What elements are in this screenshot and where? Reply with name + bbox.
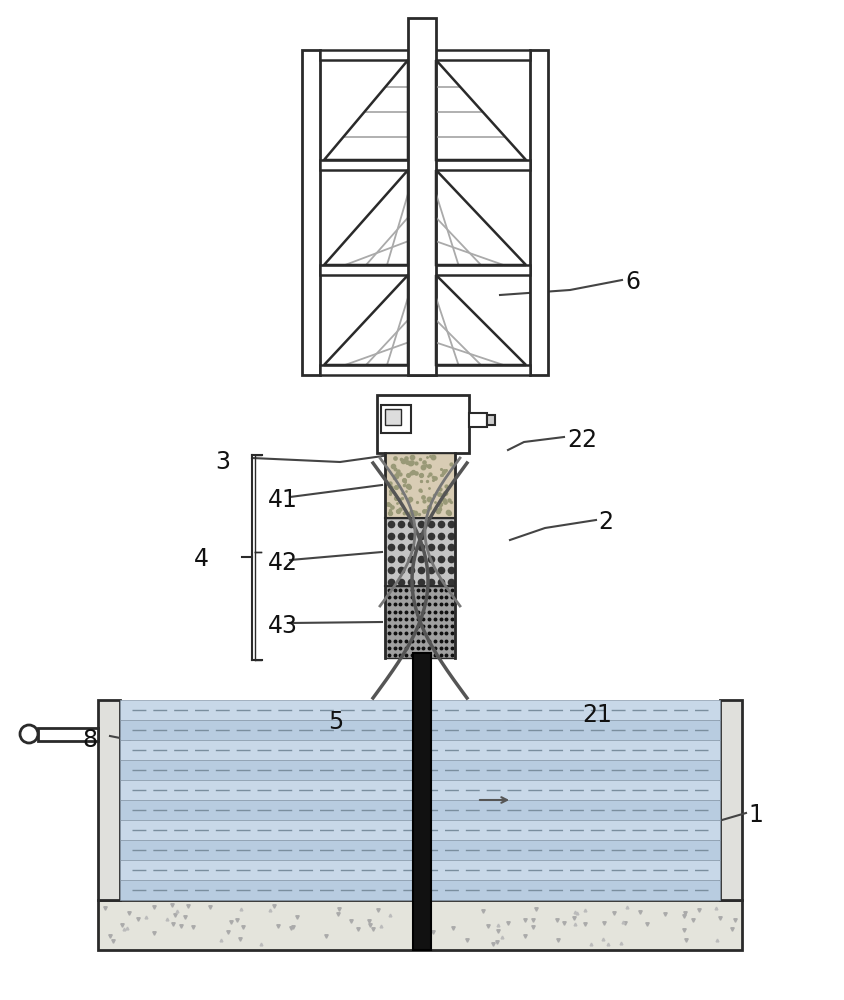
Text: 22: 22: [567, 428, 597, 452]
Text: 3: 3: [215, 450, 230, 474]
Text: 5: 5: [328, 710, 344, 734]
Bar: [530, 50, 548, 375]
Bar: [320, 265, 530, 275]
Bar: [120, 880, 720, 900]
Bar: [381, 405, 411, 433]
Text: 1: 1: [748, 803, 763, 827]
Bar: [320, 365, 530, 375]
Bar: [469, 413, 487, 427]
Text: 8: 8: [82, 728, 97, 752]
Bar: [385, 586, 455, 658]
Bar: [385, 453, 455, 518]
Bar: [720, 700, 742, 900]
Bar: [385, 409, 401, 425]
Text: 42: 42: [268, 551, 298, 575]
Bar: [377, 395, 469, 453]
Bar: [120, 780, 720, 800]
Bar: [320, 50, 530, 60]
Bar: [98, 900, 742, 950]
Bar: [98, 700, 120, 900]
Bar: [120, 740, 720, 760]
Text: 6: 6: [625, 270, 640, 294]
Bar: [120, 720, 720, 740]
Text: 43: 43: [268, 614, 298, 638]
Bar: [120, 840, 720, 860]
Text: 41: 41: [268, 488, 298, 512]
Bar: [487, 415, 495, 425]
Bar: [120, 820, 720, 840]
Text: 2: 2: [598, 510, 613, 534]
Bar: [120, 700, 720, 720]
Bar: [408, 18, 436, 375]
Bar: [120, 860, 720, 880]
Text: 4: 4: [194, 547, 209, 571]
Bar: [320, 160, 530, 170]
Bar: [120, 800, 720, 820]
Bar: [38, 728, 98, 741]
Bar: [302, 50, 320, 375]
Bar: [120, 760, 720, 780]
Bar: [385, 518, 455, 586]
Text: 21: 21: [582, 703, 612, 727]
Bar: [413, 653, 431, 950]
